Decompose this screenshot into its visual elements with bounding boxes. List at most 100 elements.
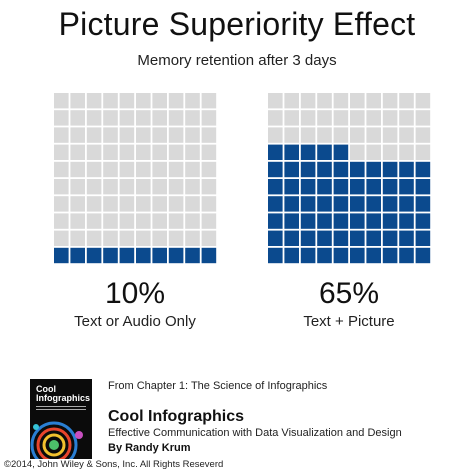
waffle-cell-empty (317, 110, 332, 126)
waffle-cell-empty (300, 110, 316, 126)
waffle-cell-empty (201, 230, 217, 246)
waffle-cell-filled (415, 213, 431, 229)
waffle-cell-empty (350, 127, 365, 143)
copyright-notice: ©2014, John Wiley & Sons, Inc. All Right… (4, 459, 224, 470)
waffle-cell-empty (300, 93, 316, 109)
waffle-cell-empty (54, 161, 69, 178)
waffle-cell-empty (103, 93, 118, 109)
waffle-cell-filled (300, 213, 316, 229)
waffle-cell-empty (152, 196, 167, 212)
waffle-cell-empty (70, 93, 85, 109)
waffle-cell-filled (382, 230, 398, 246)
waffle-cell-filled (284, 161, 299, 178)
category-label-text-only: Text or Audio Only (74, 313, 196, 330)
waffle-cell-empty (103, 196, 118, 212)
waffle-cell-empty (136, 179, 151, 195)
waffle-cell-empty (70, 127, 85, 143)
waffle-cell-filled (333, 213, 349, 229)
waffle-cell-empty (103, 144, 118, 160)
waffle-cell-empty (103, 179, 118, 195)
waffle-cell-empty (70, 110, 85, 126)
waffle-cell-filled (284, 230, 299, 246)
waffle-cell-filled (382, 161, 398, 178)
waffle-cell-filled (317, 179, 332, 195)
waffle-cell-filled (415, 161, 431, 178)
waffle-cell-empty (268, 93, 283, 109)
waffle-cell-empty (399, 110, 414, 126)
waffle-cell-empty (201, 213, 217, 229)
page-subtitle: Memory retention after 3 days (137, 52, 337, 69)
waffle-cell-empty (152, 230, 167, 246)
waffle-cell-filled (333, 196, 349, 212)
waffle-cell-empty (168, 127, 184, 143)
book-subtitle: Effective Communication with Data Visual… (108, 427, 402, 439)
waffle-cell-filled (300, 161, 316, 178)
waffle-cell-empty (350, 110, 365, 126)
waffle-cell-empty (136, 213, 151, 229)
waffle-cell-filled (86, 247, 102, 264)
waffle-cell-filled (399, 213, 414, 229)
waffle-cell-empty (185, 161, 200, 178)
waffle-cell-filled (415, 196, 431, 212)
waffle-cell-empty (185, 93, 200, 109)
waffle-cell-filled (366, 247, 381, 264)
waffle-cell-empty (185, 230, 200, 246)
waffle-cell-empty (86, 230, 102, 246)
waffle-cell-empty (54, 127, 69, 143)
waffle-cell-empty (86, 213, 102, 229)
waffle-cell-empty (136, 230, 151, 246)
waffle-cell-empty (119, 161, 135, 178)
waffle-cell-empty (168, 179, 184, 195)
waffle-cell-empty (54, 93, 69, 109)
waffle-cell-filled (300, 144, 316, 160)
waffle-cell-filled (399, 179, 414, 195)
book-cover-title: Cool Infographics (36, 384, 91, 403)
waffle-cell-filled (136, 247, 151, 264)
waffle-cell-empty (201, 179, 217, 195)
waffle-cell-empty (185, 144, 200, 160)
waffle-cell-filled (284, 179, 299, 195)
waffle-cell-empty (119, 179, 135, 195)
waffle-cell-filled (70, 247, 85, 264)
waffle-cell-filled (54, 247, 69, 264)
waffle-cell-empty (136, 161, 151, 178)
waffle-cell-filled (284, 196, 299, 212)
waffle-cell-empty (136, 93, 151, 109)
waffle-cell-empty (201, 93, 217, 109)
waffle-cell-filled (415, 230, 431, 246)
waffle-cell-empty (201, 110, 217, 126)
waffle-cell-filled (300, 179, 316, 195)
waffle-chart-text-picture (268, 93, 431, 265)
book-cover-image: Cool Infographics (30, 379, 92, 459)
waffle-cell-filled (333, 230, 349, 246)
waffle-cell-empty (168, 93, 184, 109)
waffle-cell-filled (333, 179, 349, 195)
waffle-cell-filled (366, 196, 381, 212)
waffle-cell-filled (317, 247, 332, 264)
waffle-cell-empty (119, 213, 135, 229)
waffle-cell-filled (268, 144, 283, 160)
waffle-cell-empty (86, 127, 102, 143)
waffle-cell-empty (333, 110, 349, 126)
waffle-cell-empty (54, 110, 69, 126)
waffle-grid-left (54, 93, 217, 264)
waffle-cell-empty (268, 127, 283, 143)
waffle-cell-filled (317, 196, 332, 212)
waffle-cell-empty (168, 144, 184, 160)
waffle-cell-filled (268, 161, 283, 178)
waffle-cell-filled (300, 247, 316, 264)
waffle-cell-empty (415, 144, 431, 160)
waffle-cell-filled (350, 161, 365, 178)
waffle-cell-empty (86, 93, 102, 109)
waffle-cell-filled (268, 247, 283, 264)
waffle-cell-empty (119, 196, 135, 212)
waffle-cell-empty (119, 144, 135, 160)
waffle-cell-empty (415, 93, 431, 109)
waffle-cell-empty (136, 196, 151, 212)
waffle-cell-empty (152, 127, 167, 143)
waffle-cell-empty (201, 144, 217, 160)
waffle-cell-filled (382, 247, 398, 264)
waffle-cell-empty (300, 127, 316, 143)
waffle-cell-empty (136, 144, 151, 160)
waffle-cell-filled (119, 247, 135, 264)
